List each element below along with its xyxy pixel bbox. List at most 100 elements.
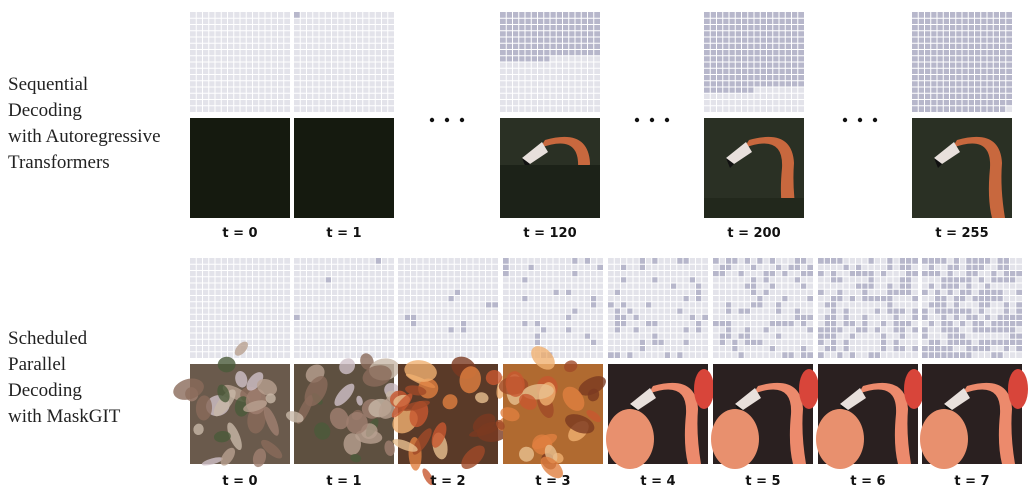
masked-token bbox=[947, 320, 954, 327]
masked-token bbox=[987, 87, 994, 94]
masked-token bbox=[785, 49, 792, 56]
masked-token bbox=[741, 43, 748, 50]
masked-token bbox=[534, 320, 541, 327]
masked-token bbox=[911, 308, 918, 315]
masked-token bbox=[531, 43, 538, 50]
masked-token bbox=[984, 289, 991, 296]
token-grid bbox=[190, 258, 290, 358]
masked-token bbox=[937, 93, 944, 100]
masked-token bbox=[747, 30, 754, 37]
masked-token bbox=[1003, 314, 1010, 321]
masked-token bbox=[775, 308, 782, 315]
masked-token bbox=[924, 37, 931, 44]
masked-token bbox=[974, 37, 981, 44]
masked-token bbox=[704, 80, 711, 87]
masked-token bbox=[1003, 339, 1010, 346]
masked-token bbox=[775, 264, 782, 271]
masked-token bbox=[949, 30, 956, 37]
masked-token bbox=[972, 320, 979, 327]
masked-token bbox=[725, 333, 732, 340]
masked-token bbox=[955, 49, 962, 56]
masked-token bbox=[556, 12, 563, 19]
masked-token bbox=[1003, 270, 1010, 277]
masked-token bbox=[836, 326, 843, 333]
masked-token bbox=[695, 326, 702, 333]
masked-token bbox=[934, 289, 941, 296]
masked-token bbox=[987, 24, 994, 31]
masked-token bbox=[824, 345, 831, 352]
masked-token bbox=[534, 339, 541, 346]
masked-token bbox=[886, 258, 893, 265]
beak-tip bbox=[726, 158, 734, 168]
masked-token bbox=[766, 43, 773, 50]
masked-token bbox=[806, 295, 813, 302]
masked-token bbox=[993, 37, 1000, 44]
masked-token bbox=[562, 24, 569, 31]
masked-token bbox=[968, 62, 975, 69]
masked-token bbox=[725, 264, 732, 271]
masked-token bbox=[587, 18, 594, 25]
masked-token bbox=[722, 30, 729, 37]
masked-token bbox=[543, 30, 550, 37]
image-bg bbox=[190, 118, 290, 218]
masked-token bbox=[766, 18, 773, 25]
masked-token bbox=[940, 283, 947, 290]
masked-token bbox=[930, 43, 937, 50]
masked-token bbox=[974, 105, 981, 112]
masked-token bbox=[800, 258, 807, 265]
masked-token bbox=[537, 18, 544, 25]
step-label: t = 200 bbox=[727, 226, 780, 241]
masked-token bbox=[1003, 264, 1010, 271]
masked-token bbox=[974, 49, 981, 56]
masked-token bbox=[772, 43, 779, 50]
texture bbox=[217, 356, 236, 373]
masked-token bbox=[855, 283, 862, 290]
background-bird bbox=[1008, 369, 1028, 409]
masked-token bbox=[521, 320, 528, 327]
masked-token bbox=[785, 12, 792, 19]
masked-token bbox=[781, 351, 788, 358]
texture bbox=[252, 448, 267, 468]
masked-token bbox=[626, 308, 633, 315]
masked-token bbox=[874, 295, 881, 302]
masked-token bbox=[710, 24, 717, 31]
masked-token bbox=[1003, 301, 1010, 308]
masked-token bbox=[968, 37, 975, 44]
masked-token bbox=[912, 87, 919, 94]
masked-token bbox=[947, 351, 954, 358]
masked-token bbox=[556, 43, 563, 50]
masked-token bbox=[760, 43, 767, 50]
masked-token bbox=[912, 99, 919, 106]
masked-token bbox=[562, 49, 569, 56]
masked-token bbox=[1003, 320, 1010, 327]
masked-token bbox=[521, 276, 528, 283]
masked-token bbox=[772, 12, 779, 19]
masked-token bbox=[824, 333, 831, 340]
masked-token bbox=[797, 12, 804, 19]
masked-token bbox=[512, 18, 519, 25]
masked-token bbox=[791, 62, 798, 69]
masked-token bbox=[999, 49, 1006, 56]
texture bbox=[562, 386, 585, 411]
masked-token bbox=[543, 55, 550, 62]
masked-token bbox=[716, 37, 723, 44]
masked-token bbox=[639, 258, 646, 265]
masked-token bbox=[1009, 320, 1016, 327]
masked-token bbox=[999, 18, 1006, 25]
masked-token bbox=[735, 37, 742, 44]
masked-token bbox=[512, 37, 519, 44]
masked-token bbox=[772, 37, 779, 44]
masked-token bbox=[918, 74, 925, 81]
masked-token bbox=[791, 74, 798, 81]
masked-token bbox=[868, 295, 875, 302]
masked-token bbox=[937, 49, 944, 56]
masked-token bbox=[791, 30, 798, 37]
masked-token bbox=[772, 49, 779, 56]
masked-token bbox=[766, 37, 773, 44]
texture bbox=[243, 400, 268, 412]
masked-token bbox=[924, 18, 931, 25]
masked-token bbox=[818, 339, 825, 346]
decoded-image bbox=[816, 364, 924, 469]
masked-token bbox=[843, 320, 850, 327]
